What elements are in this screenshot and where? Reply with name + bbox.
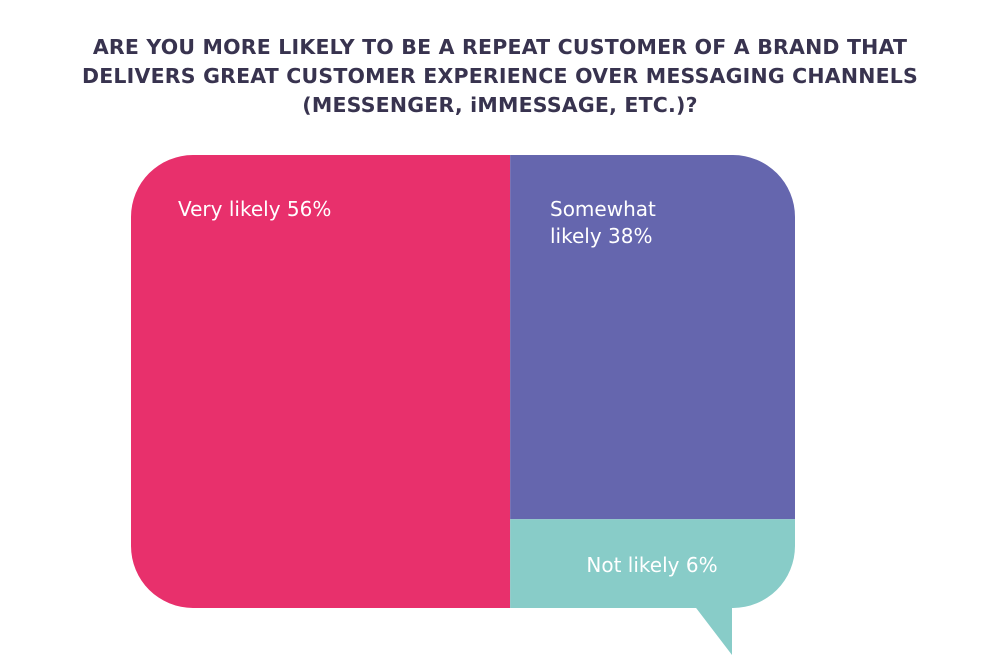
tile-somewhat-likely: [510, 155, 795, 520]
data-label-very-likely: Very likely 56%: [178, 197, 331, 221]
chart-title: ARE YOU MORE LIKELY TO BE A REPEAT CUSTO…: [0, 33, 1000, 120]
data-label-line: likely 38%: [550, 224, 653, 248]
data-label-line: Somewhat: [550, 197, 656, 221]
data-label-somewhat-likely: Somewhat likely 38%: [550, 197, 656, 248]
chart-title-line-2: DELIVERS GREAT CUSTOMER EXPERIENCE OVER …: [82, 64, 918, 88]
tile-very-likely: [131, 155, 511, 608]
chart-title-line-1: ARE YOU MORE LIKELY TO BE A REPEAT CUSTO…: [92, 35, 908, 59]
data-label-line: Not likely 6%: [586, 553, 717, 577]
chart-title-line-3: (MESSENGER, iMMESSAGE, ETC.)?: [302, 93, 698, 117]
data-label-line: Very likely 56%: [178, 197, 331, 221]
tile-not-likely: [510, 519, 795, 655]
data-label-not-likely: Not likely 6%: [586, 553, 717, 577]
